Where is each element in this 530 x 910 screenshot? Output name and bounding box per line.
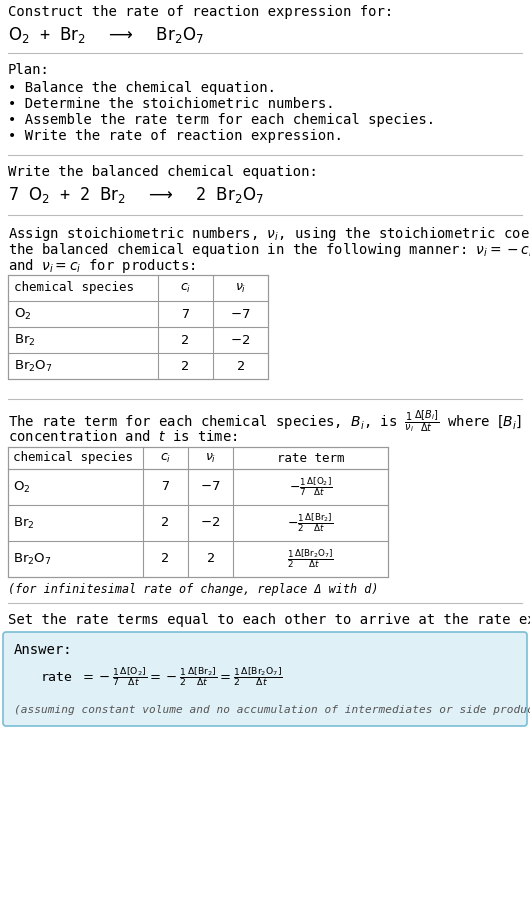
Text: $-7$: $-7$ [200, 480, 220, 493]
Text: $\frac{1}{2}\frac{\Delta[\mathrm{Br_2O_7}]}{\Delta t}$: $\frac{1}{2}\frac{\Delta[\mathrm{Br_2O_7… [287, 548, 334, 571]
Text: $\mathrm{Br_2O_7}$: $\mathrm{Br_2O_7}$ [14, 359, 52, 373]
Text: Assign stoichiometric numbers, $\nu_i$, using the stoichiometric coefficients, $: Assign stoichiometric numbers, $\nu_i$, … [8, 225, 530, 243]
Text: $-\frac{1}{7}\frac{\Delta[\mathrm{O_2}]}{\Delta t}$: $-\frac{1}{7}\frac{\Delta[\mathrm{O_2}]}… [289, 476, 332, 499]
Text: • Determine the stoichiometric numbers.: • Determine the stoichiometric numbers. [8, 97, 334, 111]
Text: 2: 2 [162, 552, 170, 565]
Text: $\mathrm{O_2}$: $\mathrm{O_2}$ [13, 480, 30, 494]
Text: Answer:: Answer: [14, 643, 73, 657]
Text: $-\frac{1}{2}\frac{\Delta[\mathrm{Br_2}]}{\Delta t}$: $-\frac{1}{2}\frac{\Delta[\mathrm{Br_2}]… [287, 511, 333, 534]
Text: $c_i$: $c_i$ [180, 281, 191, 295]
Text: $\nu_i$: $\nu_i$ [205, 451, 216, 464]
Text: • Assemble the rate term for each chemical species.: • Assemble the rate term for each chemic… [8, 113, 435, 127]
Bar [8, 447, 388, 577]
Text: $\nu_i$: $\nu_i$ [235, 281, 246, 295]
Text: • Balance the chemical equation.: • Balance the chemical equation. [8, 81, 276, 95]
FancyBboxPatch shape [3, 632, 527, 726]
Text: • Write the rate of reaction expression.: • Write the rate of reaction expression. [8, 129, 343, 143]
Text: Construct the rate of reaction expression for:: Construct the rate of reaction expressio… [8, 5, 393, 19]
Text: $\mathrm{Br_2O_7}$: $\mathrm{Br_2O_7}$ [13, 551, 51, 567]
Text: $\mathrm{Br_2}$: $\mathrm{Br_2}$ [13, 515, 34, 531]
Text: (assuming constant volume and no accumulation of intermediates or side products): (assuming constant volume and no accumul… [14, 705, 530, 715]
Text: Set the rate terms equal to each other to arrive at the rate expression:: Set the rate terms equal to each other t… [8, 613, 530, 627]
Text: Write the balanced chemical equation:: Write the balanced chemical equation: [8, 165, 318, 179]
Text: 2: 2 [236, 359, 244, 372]
Text: rate term: rate term [277, 451, 344, 464]
Text: (for infinitesimal rate of change, replace Δ with d): (for infinitesimal rate of change, repla… [8, 583, 378, 596]
Text: 7: 7 [181, 308, 190, 320]
Text: $\mathrm{O_2}$ + $\mathrm{Br_2}$  $\longrightarrow$  $\mathrm{Br_2O_7}$: $\mathrm{O_2}$ + $\mathrm{Br_2}$ $\longr… [8, 25, 204, 45]
Text: $\mathrm{Br_2}$: $\mathrm{Br_2}$ [14, 332, 36, 348]
Text: 2: 2 [207, 552, 215, 565]
Text: rate $= -\frac{1}{7}\frac{\Delta[\mathrm{O_2}]}{\Delta t} = -\frac{1}{2}\frac{\D: rate $= -\frac{1}{7}\frac{\Delta[\mathrm… [40, 665, 282, 688]
Text: 2: 2 [181, 333, 190, 347]
Text: $c_i$: $c_i$ [160, 451, 171, 464]
Text: 7 $\mathrm{O_2}$ + 2 $\mathrm{Br_2}$  $\longrightarrow$  2 $\mathrm{Br_2O_7}$: 7 $\mathrm{O_2}$ + 2 $\mathrm{Br_2}$ $\l… [8, 185, 264, 205]
Text: 2: 2 [181, 359, 190, 372]
Text: $-2$: $-2$ [200, 517, 220, 530]
Text: the balanced chemical equation in the following manner: $\nu_i = -c_i$ for react: the balanced chemical equation in the fo… [8, 241, 530, 259]
Text: concentration and $t$ is time:: concentration and $t$ is time: [8, 429, 237, 444]
Text: $-7$: $-7$ [230, 308, 251, 320]
Text: $-2$: $-2$ [231, 333, 251, 347]
Text: Plan:: Plan: [8, 63, 50, 77]
Text: 7: 7 [162, 480, 170, 493]
Text: $\mathrm{O_2}$: $\mathrm{O_2}$ [14, 307, 31, 321]
Text: chemical species: chemical species [14, 281, 134, 295]
Bar [8, 275, 268, 379]
Text: 2: 2 [162, 517, 170, 530]
Text: The rate term for each chemical species, $B_i$, is $\frac{1}{\nu_i}\frac{\Delta[: The rate term for each chemical species,… [8, 409, 530, 435]
Text: and $\nu_i = c_i$ for products:: and $\nu_i = c_i$ for products: [8, 257, 196, 275]
Text: chemical species: chemical species [13, 451, 133, 464]
